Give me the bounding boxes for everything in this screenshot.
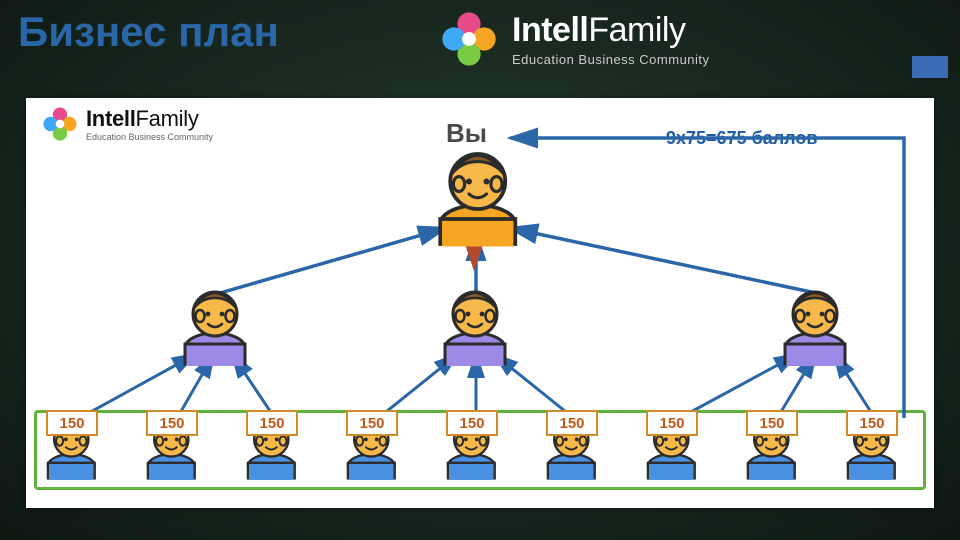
points-badge: 150 <box>246 410 298 436</box>
points-badge: 150 <box>846 410 898 436</box>
points-badge: 150 <box>646 410 698 436</box>
brand-name-main: Intell <box>512 11 588 49</box>
points-badge: 150 <box>746 410 798 436</box>
points-badge: 150 <box>146 410 198 436</box>
brand-tagline: Education Business Community <box>512 52 710 67</box>
points-badge: 150 <box>346 410 398 436</box>
brand-logo-large: IntellFamily Education Business Communit… <box>440 10 710 68</box>
points-badge: 150 <box>46 410 98 436</box>
accent-bar <box>912 56 948 78</box>
brand-name-sub: Family <box>588 11 685 49</box>
points-badge: 150 <box>546 410 598 436</box>
diagram-panel: IntellFamily Education Business Communit… <box>26 98 934 508</box>
points-badge: 150 <box>446 410 498 436</box>
page-title: Бизнес план <box>18 8 279 56</box>
brand-mark-icon <box>440 10 498 68</box>
